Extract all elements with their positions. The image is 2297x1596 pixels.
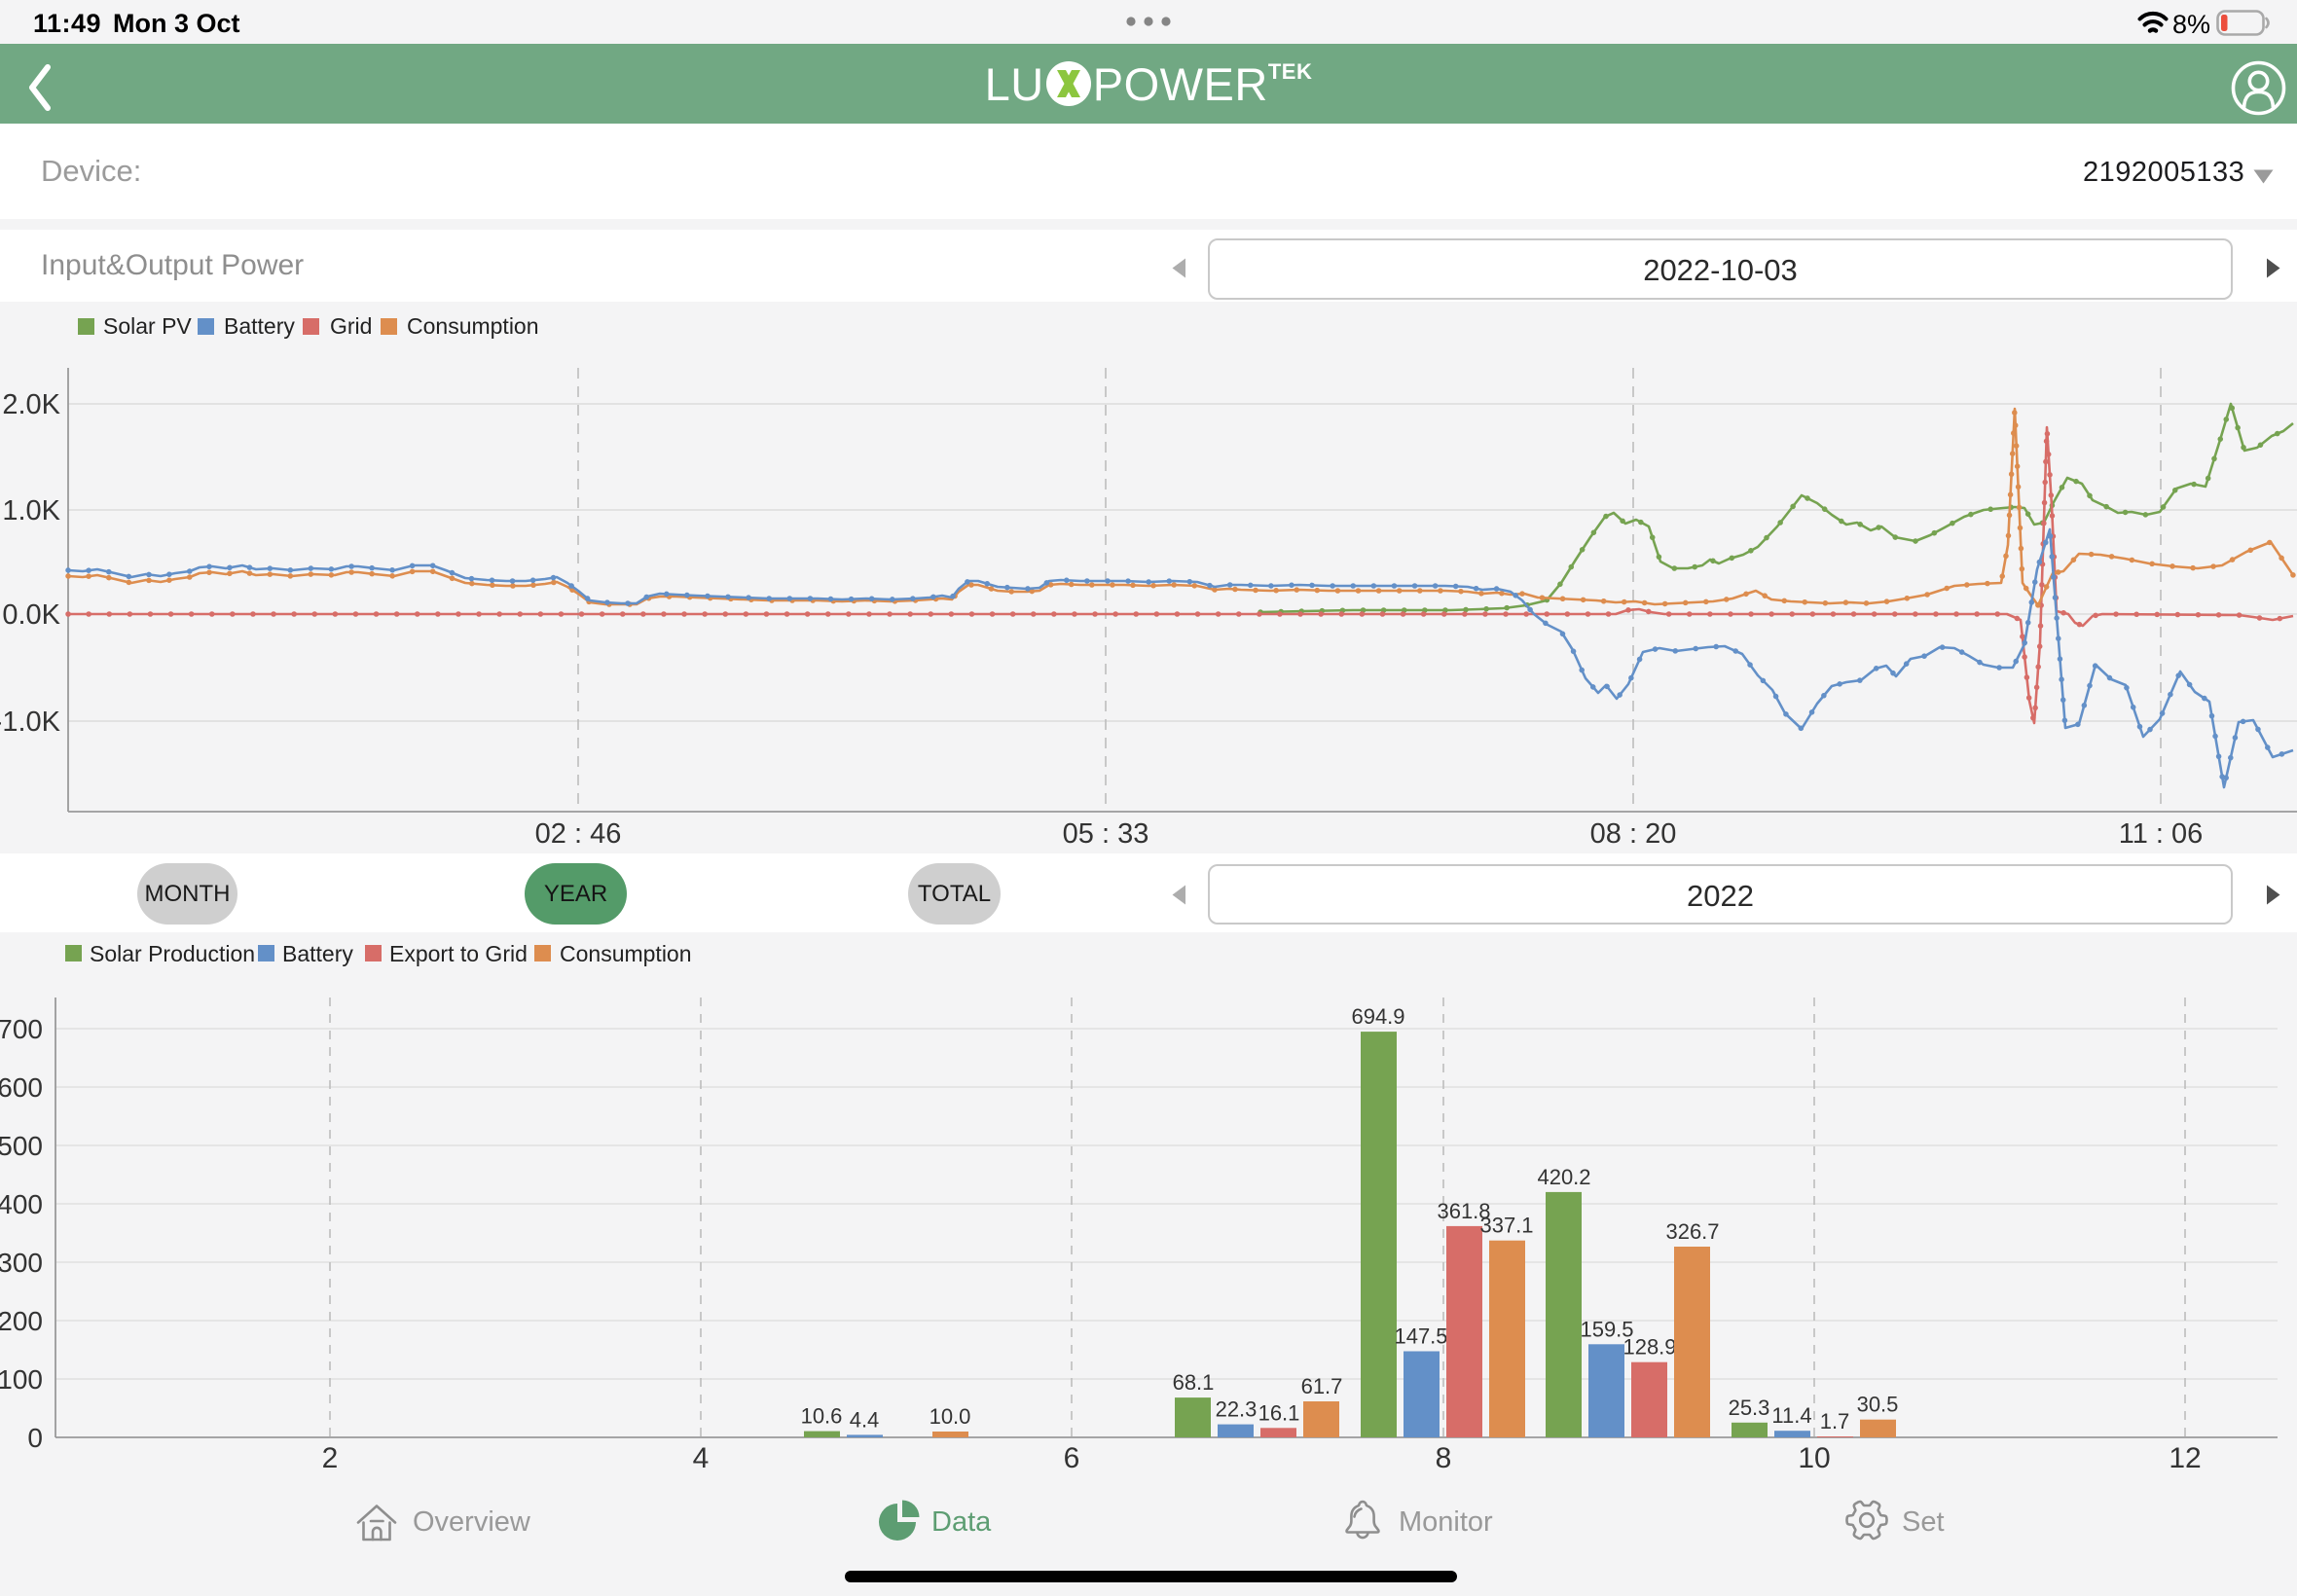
svg-text:420.2: 420.2 [1537,1165,1590,1189]
svg-text:600: 600 [0,1072,43,1103]
svg-text:100: 100 [0,1364,43,1395]
svg-text:08 : 20: 08 : 20 [1590,818,1677,850]
svg-text:700: 700 [0,1014,43,1044]
svg-text:25.3: 25.3 [1729,1396,1770,1420]
svg-text:10.0: 10.0 [930,1404,971,1429]
svg-text:0: 0 [27,1423,43,1453]
svg-text:11 : 06: 11 : 06 [2119,818,2204,850]
svg-text:6: 6 [1064,1442,1080,1474]
svg-text:200: 200 [0,1306,43,1336]
svg-text:4: 4 [693,1442,710,1474]
svg-text:1.0K: 1.0K [2,495,60,526]
svg-text:500: 500 [0,1131,43,1161]
svg-text:361.8: 361.8 [1437,1199,1490,1223]
svg-text:694.9: 694.9 [1351,1004,1404,1029]
svg-text:2: 2 [322,1442,339,1474]
svg-text:2.0K: 2.0K [2,389,60,420]
svg-text:159.5: 159.5 [1580,1317,1633,1341]
svg-text:61.7: 61.7 [1301,1374,1343,1398]
svg-text:10: 10 [1798,1442,1830,1474]
svg-text:128.9: 128.9 [1622,1335,1676,1360]
svg-text:300: 300 [0,1248,43,1278]
svg-text:68.1: 68.1 [1173,1370,1215,1395]
svg-text:337.1: 337.1 [1479,1214,1533,1238]
svg-text:0.0K: 0.0K [2,599,60,631]
svg-text:400: 400 [0,1189,43,1219]
svg-text:05 : 33: 05 : 33 [1063,818,1149,850]
svg-text:147.5: 147.5 [1394,1324,1447,1349]
svg-text:11.4: 11.4 [1771,1403,1811,1428]
svg-text:02 : 46: 02 : 46 [535,818,622,850]
svg-text:10.6: 10.6 [801,1404,843,1429]
svg-text:4.4: 4.4 [850,1407,880,1432]
svg-text:1.7: 1.7 [1820,1409,1850,1433]
svg-text:22.3: 22.3 [1216,1397,1258,1422]
svg-text:12: 12 [2169,1442,2201,1474]
svg-text:8: 8 [1436,1442,1452,1474]
svg-text:326.7: 326.7 [1665,1219,1719,1244]
svg-text:30.5: 30.5 [1857,1393,1899,1417]
svg-text:-1.0K: -1.0K [0,707,61,738]
svg-text:16.1: 16.1 [1258,1400,1300,1425]
